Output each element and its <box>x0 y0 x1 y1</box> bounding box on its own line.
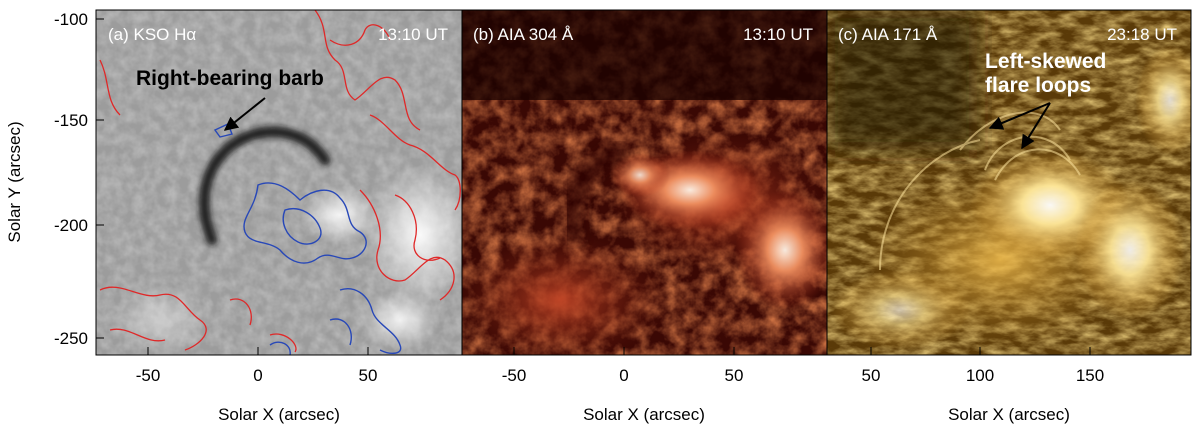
y-axis: -100 -150 -200 -250 Solar Y (arcsec) <box>5 10 104 348</box>
panel-a-label: (a) KSO Hα <box>108 25 196 44</box>
y-tick-label: -200 <box>54 216 88 235</box>
barb-arrow <box>223 97 266 131</box>
panel-b-time: 13:10 UT <box>743 25 813 44</box>
y-tick-label: -100 <box>54 10 88 29</box>
x-tick-label: 50 <box>862 366 881 385</box>
panel-c-image <box>827 10 1191 355</box>
x-tick-label: 0 <box>619 366 628 385</box>
x-axis-c: 50 100 150 Solar X (arcsec) <box>862 347 1104 424</box>
x-tick-label: 50 <box>359 366 378 385</box>
panel-c-label: (c) AIA 171 Å <box>838 25 938 44</box>
x-tick-label: -50 <box>502 366 527 385</box>
y-tick-label: -250 <box>54 329 88 348</box>
filament-arc <box>198 126 331 246</box>
x-axis-label: Solar X (arcsec) <box>583 405 705 424</box>
x-tick-label: 150 <box>1076 366 1104 385</box>
x-tick-label: 0 <box>253 366 262 385</box>
x-tick-label: 100 <box>966 366 994 385</box>
panel-a-image <box>96 10 462 355</box>
x-tick-label: -50 <box>136 366 161 385</box>
x-axis-label: Solar X (arcsec) <box>948 405 1070 424</box>
x-axis-b: -50 0 50 Solar X (arcsec) <box>502 347 744 424</box>
barb-annotation: Right-bearing barb <box>136 67 324 90</box>
panel-b-label: (b) AIA 304 Å <box>473 25 574 44</box>
y-tick-label: -150 <box>54 111 88 130</box>
loops-arrow-2 <box>1021 102 1051 150</box>
loops-arrow-1 <box>988 102 1051 130</box>
loops-annotation-line2: flare loops <box>985 74 1091 97</box>
panel-frames <box>95 9 1192 356</box>
blue-contours <box>213 123 402 355</box>
loops-annotation-line1: Left-skewed <box>985 50 1106 73</box>
y-axis-label: Solar Y (arcsec) <box>5 121 24 242</box>
x-tick-label: 50 <box>725 366 744 385</box>
panel-c-time: 23:18 UT <box>1107 25 1177 44</box>
x-axis-label: Solar X (arcsec) <box>218 405 340 424</box>
panel-a-time: 13:10 UT <box>378 25 448 44</box>
red-contours <box>99 10 461 353</box>
x-axis-a: -50 0 50 Solar X (arcsec) <box>136 347 378 424</box>
panel-b-image <box>462 10 827 355</box>
